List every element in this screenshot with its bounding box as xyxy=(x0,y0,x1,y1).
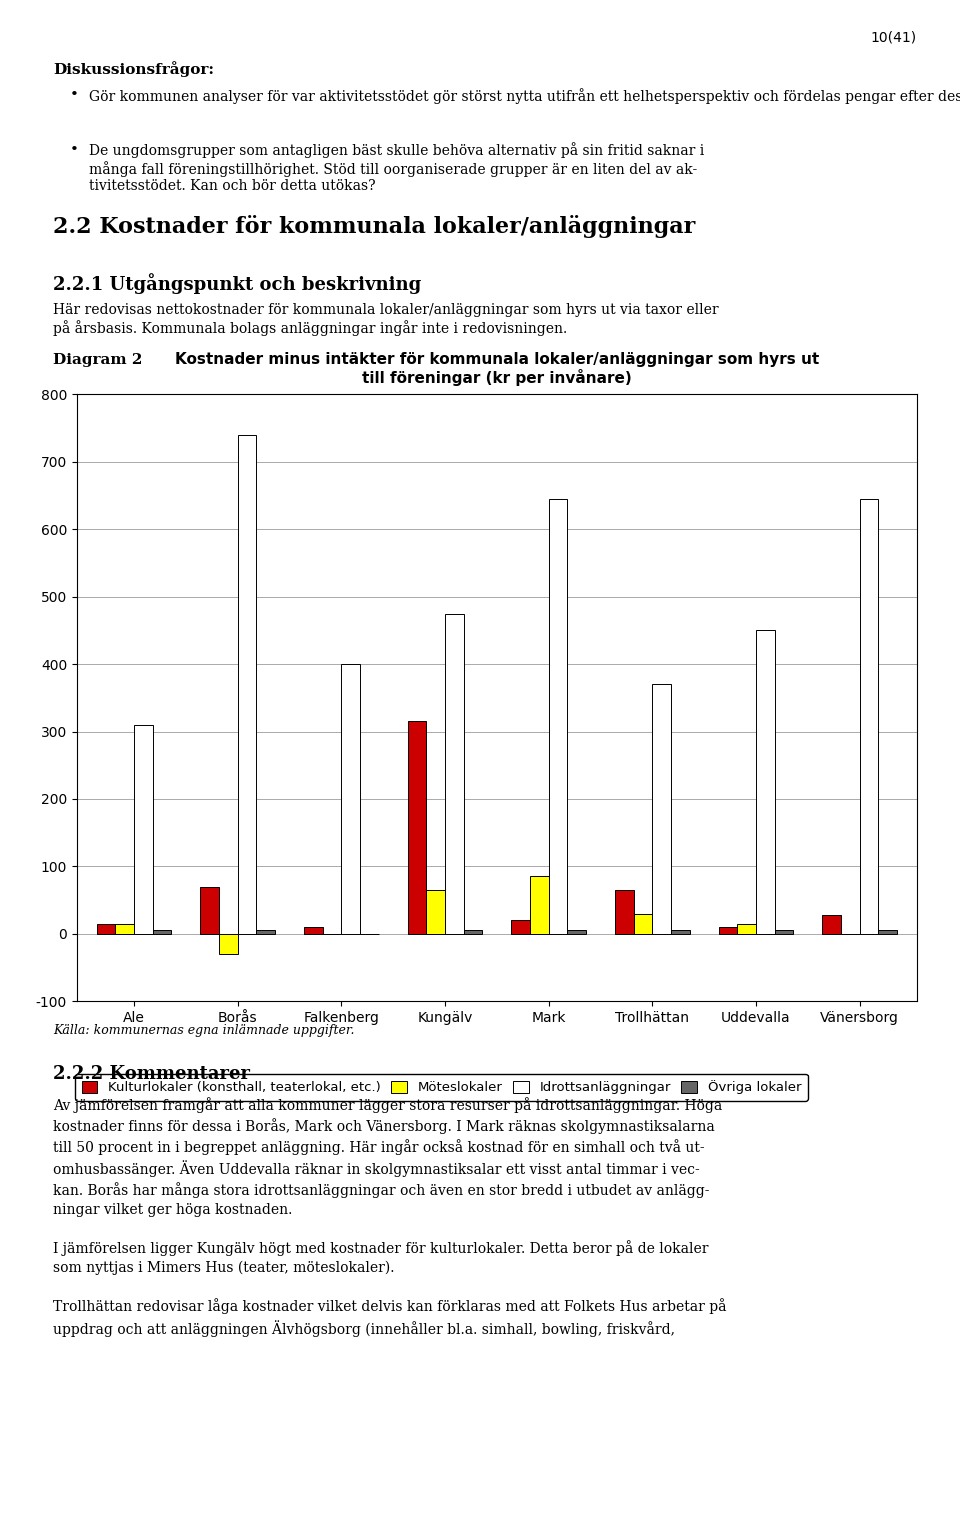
Text: •: • xyxy=(70,88,79,102)
Bar xyxy=(512,921,530,934)
Text: Gör kommunen analyser för var aktivitetsstödet gör störst nytta utifrån ett helh: Gör kommunen analyser för var aktivitets… xyxy=(89,88,960,103)
Bar xyxy=(237,435,256,934)
Text: Diskussionsfrågor:: Diskussionsfrågor: xyxy=(53,61,214,76)
Text: 10(41): 10(41) xyxy=(871,30,917,44)
Bar xyxy=(97,924,115,934)
Bar xyxy=(133,725,153,934)
Text: 2.2.2 Kommentarer: 2.2.2 Kommentarer xyxy=(53,1065,250,1083)
Text: 2.2 Kostnader för kommunala lokaler/anläggningar: 2.2 Kostnader för kommunala lokaler/anlä… xyxy=(53,215,695,238)
Bar xyxy=(615,890,634,934)
Legend: Kulturlokaler (konsthall, teaterlokal, etc.), Möteslokaler, Idrottsanläggningar,: Kulturlokaler (konsthall, teaterlokal, e… xyxy=(75,1074,808,1101)
Bar xyxy=(201,886,219,934)
Bar xyxy=(115,924,133,934)
Text: De ungdomsgrupper som antagligen bäst skulle behöva alternativ på sin fritid sak: De ungdomsgrupper som antagligen bäst sk… xyxy=(89,143,705,193)
Bar xyxy=(567,930,586,934)
Bar xyxy=(341,664,360,934)
Bar xyxy=(153,930,171,934)
Bar xyxy=(219,934,237,954)
Text: Av jämförelsen framgår att alla kommuner lägger stora resurser på idrottsanläggn: Av jämförelsen framgår att alla kommuner… xyxy=(53,1097,727,1336)
Bar xyxy=(549,499,567,934)
Bar xyxy=(653,684,671,934)
Bar xyxy=(634,913,653,934)
Bar xyxy=(756,631,775,934)
Bar xyxy=(671,930,689,934)
Text: Källa: kommunernas egna inlämnade uppgifter.: Källa: kommunernas egna inlämnade uppgif… xyxy=(53,1024,354,1038)
Bar xyxy=(878,930,897,934)
Bar xyxy=(256,930,275,934)
Text: Här redovisas nettokostnader för kommunala lokaler/anläggningar som hyrs ut via : Här redovisas nettokostnader för kommuna… xyxy=(53,303,718,335)
Title: Kostnader minus intäkter för kommunala lokaler/anläggningar som hyrs ut
till för: Kostnader minus intäkter för kommunala l… xyxy=(175,352,819,387)
Text: Diagram 2: Diagram 2 xyxy=(53,353,142,367)
Bar xyxy=(408,722,426,934)
Bar xyxy=(775,930,793,934)
Bar xyxy=(719,927,737,934)
Bar xyxy=(823,915,841,934)
Bar xyxy=(530,877,549,934)
Bar xyxy=(304,927,323,934)
Text: •: • xyxy=(70,143,79,156)
Bar xyxy=(737,924,756,934)
Text: 2.2.1 Utgångspunkt och beskrivning: 2.2.1 Utgångspunkt och beskrivning xyxy=(53,273,421,294)
Bar xyxy=(444,613,464,934)
Bar xyxy=(860,499,878,934)
Bar xyxy=(426,890,444,934)
Bar xyxy=(464,930,482,934)
